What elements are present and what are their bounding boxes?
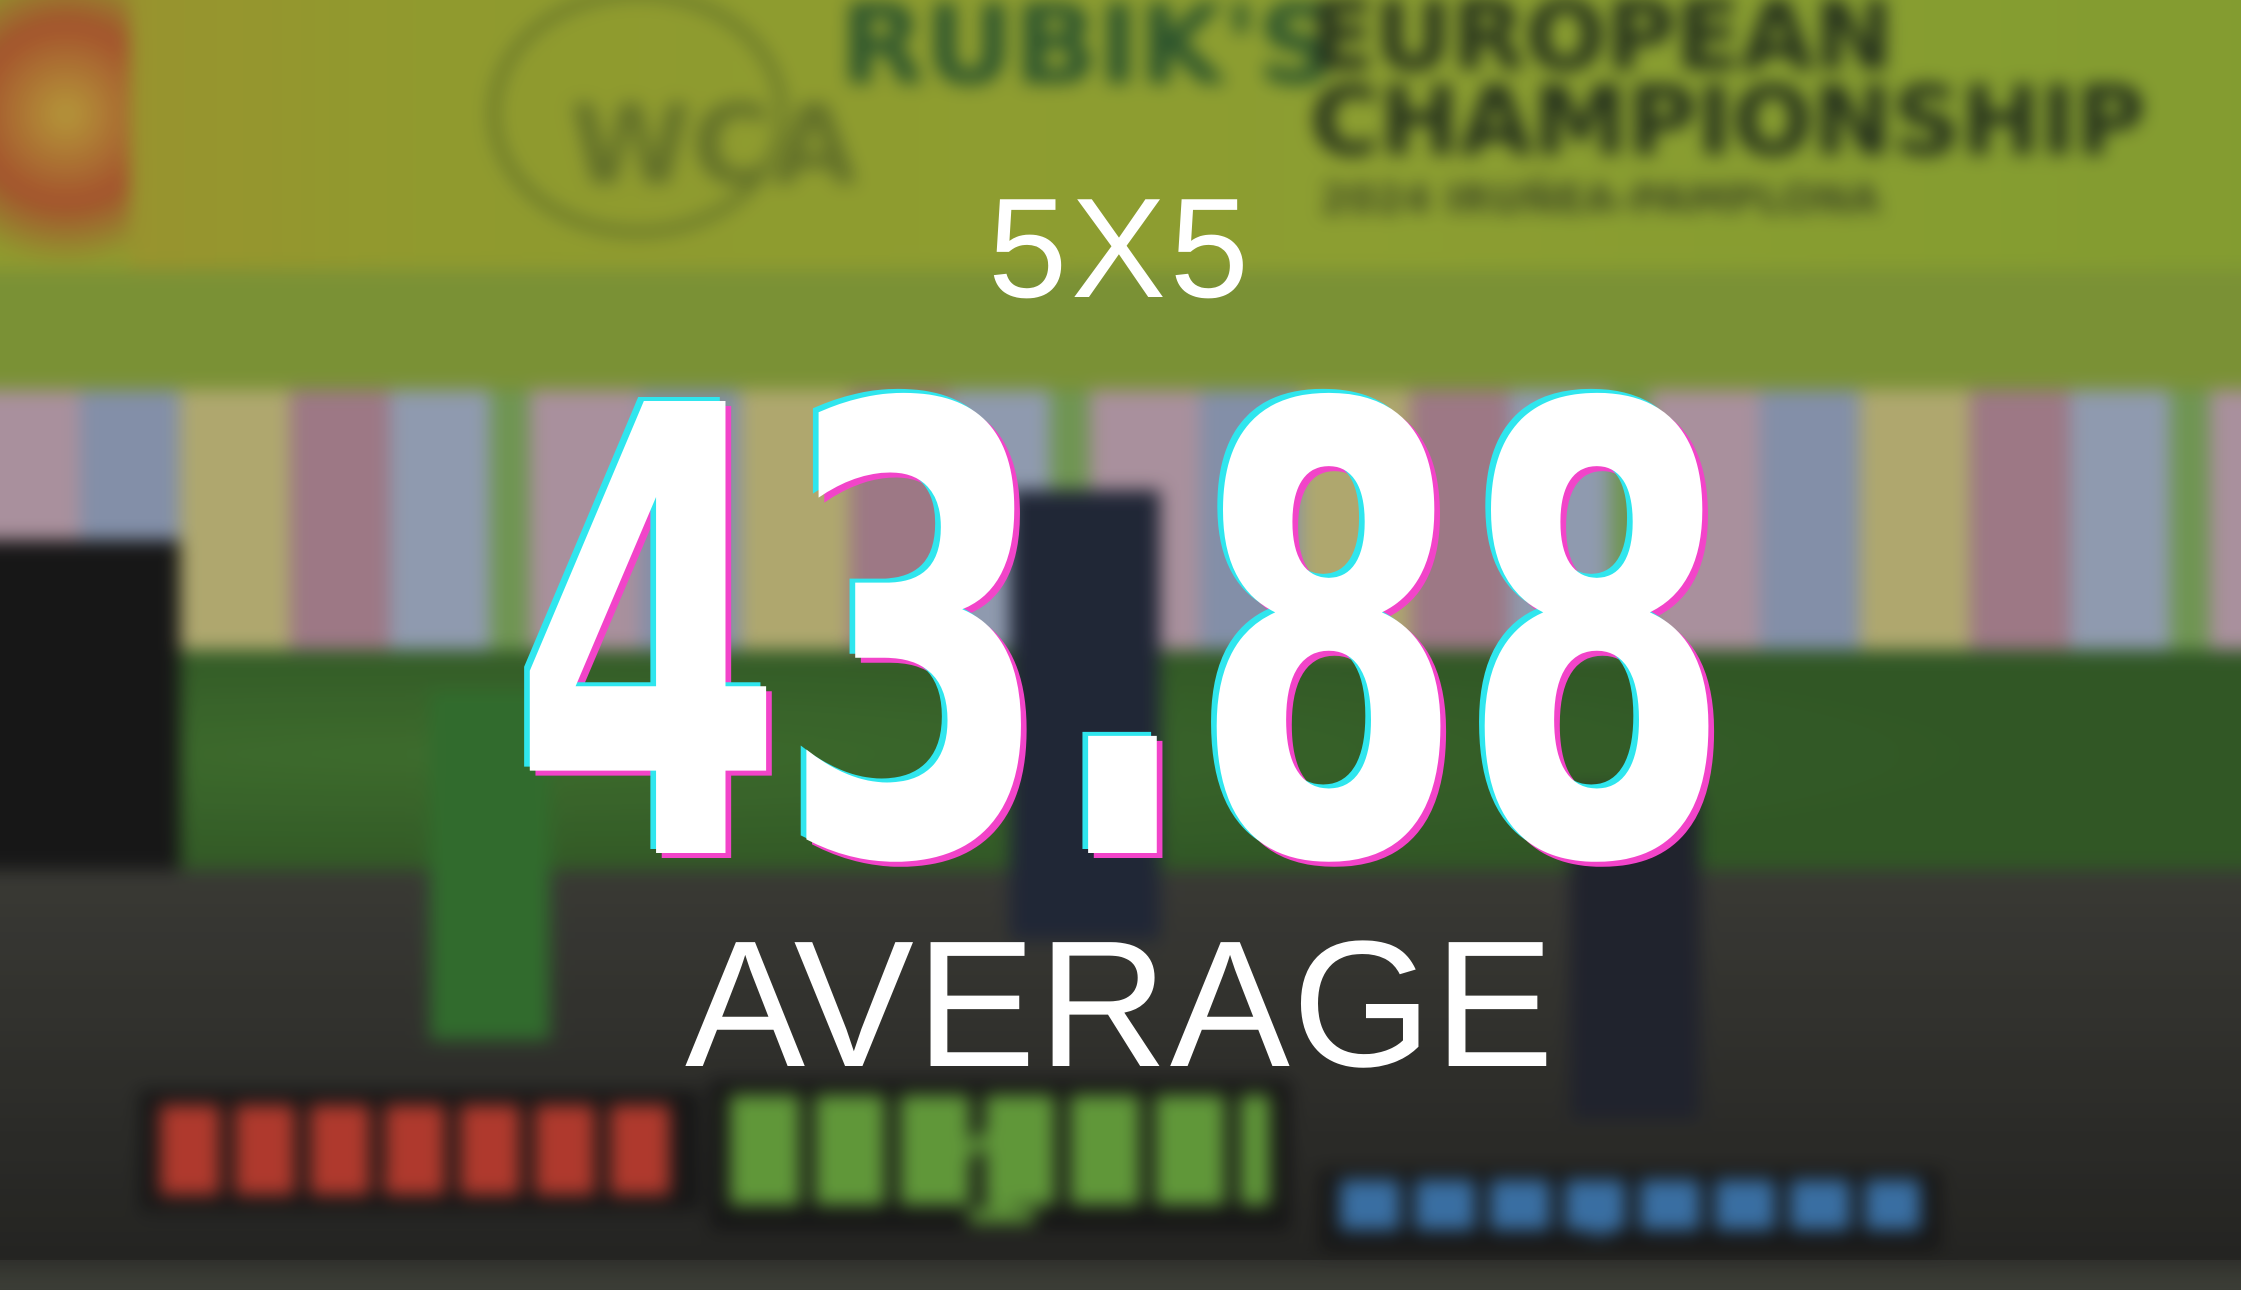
- event-name: 5X5: [988, 169, 1253, 328]
- podium-first-number: 1: [960, 1096, 1038, 1253]
- result-type-label: AVERAGE: [685, 904, 1556, 1105]
- logo-championship: CHAMPIONSHIP: [1310, 67, 2146, 177]
- result-time: 43.88: [512, 279, 1732, 1000]
- podium-second-number: 2: [380, 1099, 436, 1211]
- logo-location: 2024 IRUÑEA-PAMPLONA: [1320, 177, 1880, 223]
- podium-third-number: 3: [1580, 1171, 1619, 1249]
- logo-rubiks: RUBIK'S: [840, 0, 1337, 109]
- result-time-container: 43.88: [0, 330, 2241, 950]
- dark-overlay: [0, 0, 2241, 1260]
- logo-european: EUROPEAN: [1310, 0, 1894, 92]
- logo-wca: WCA: [570, 81, 858, 209]
